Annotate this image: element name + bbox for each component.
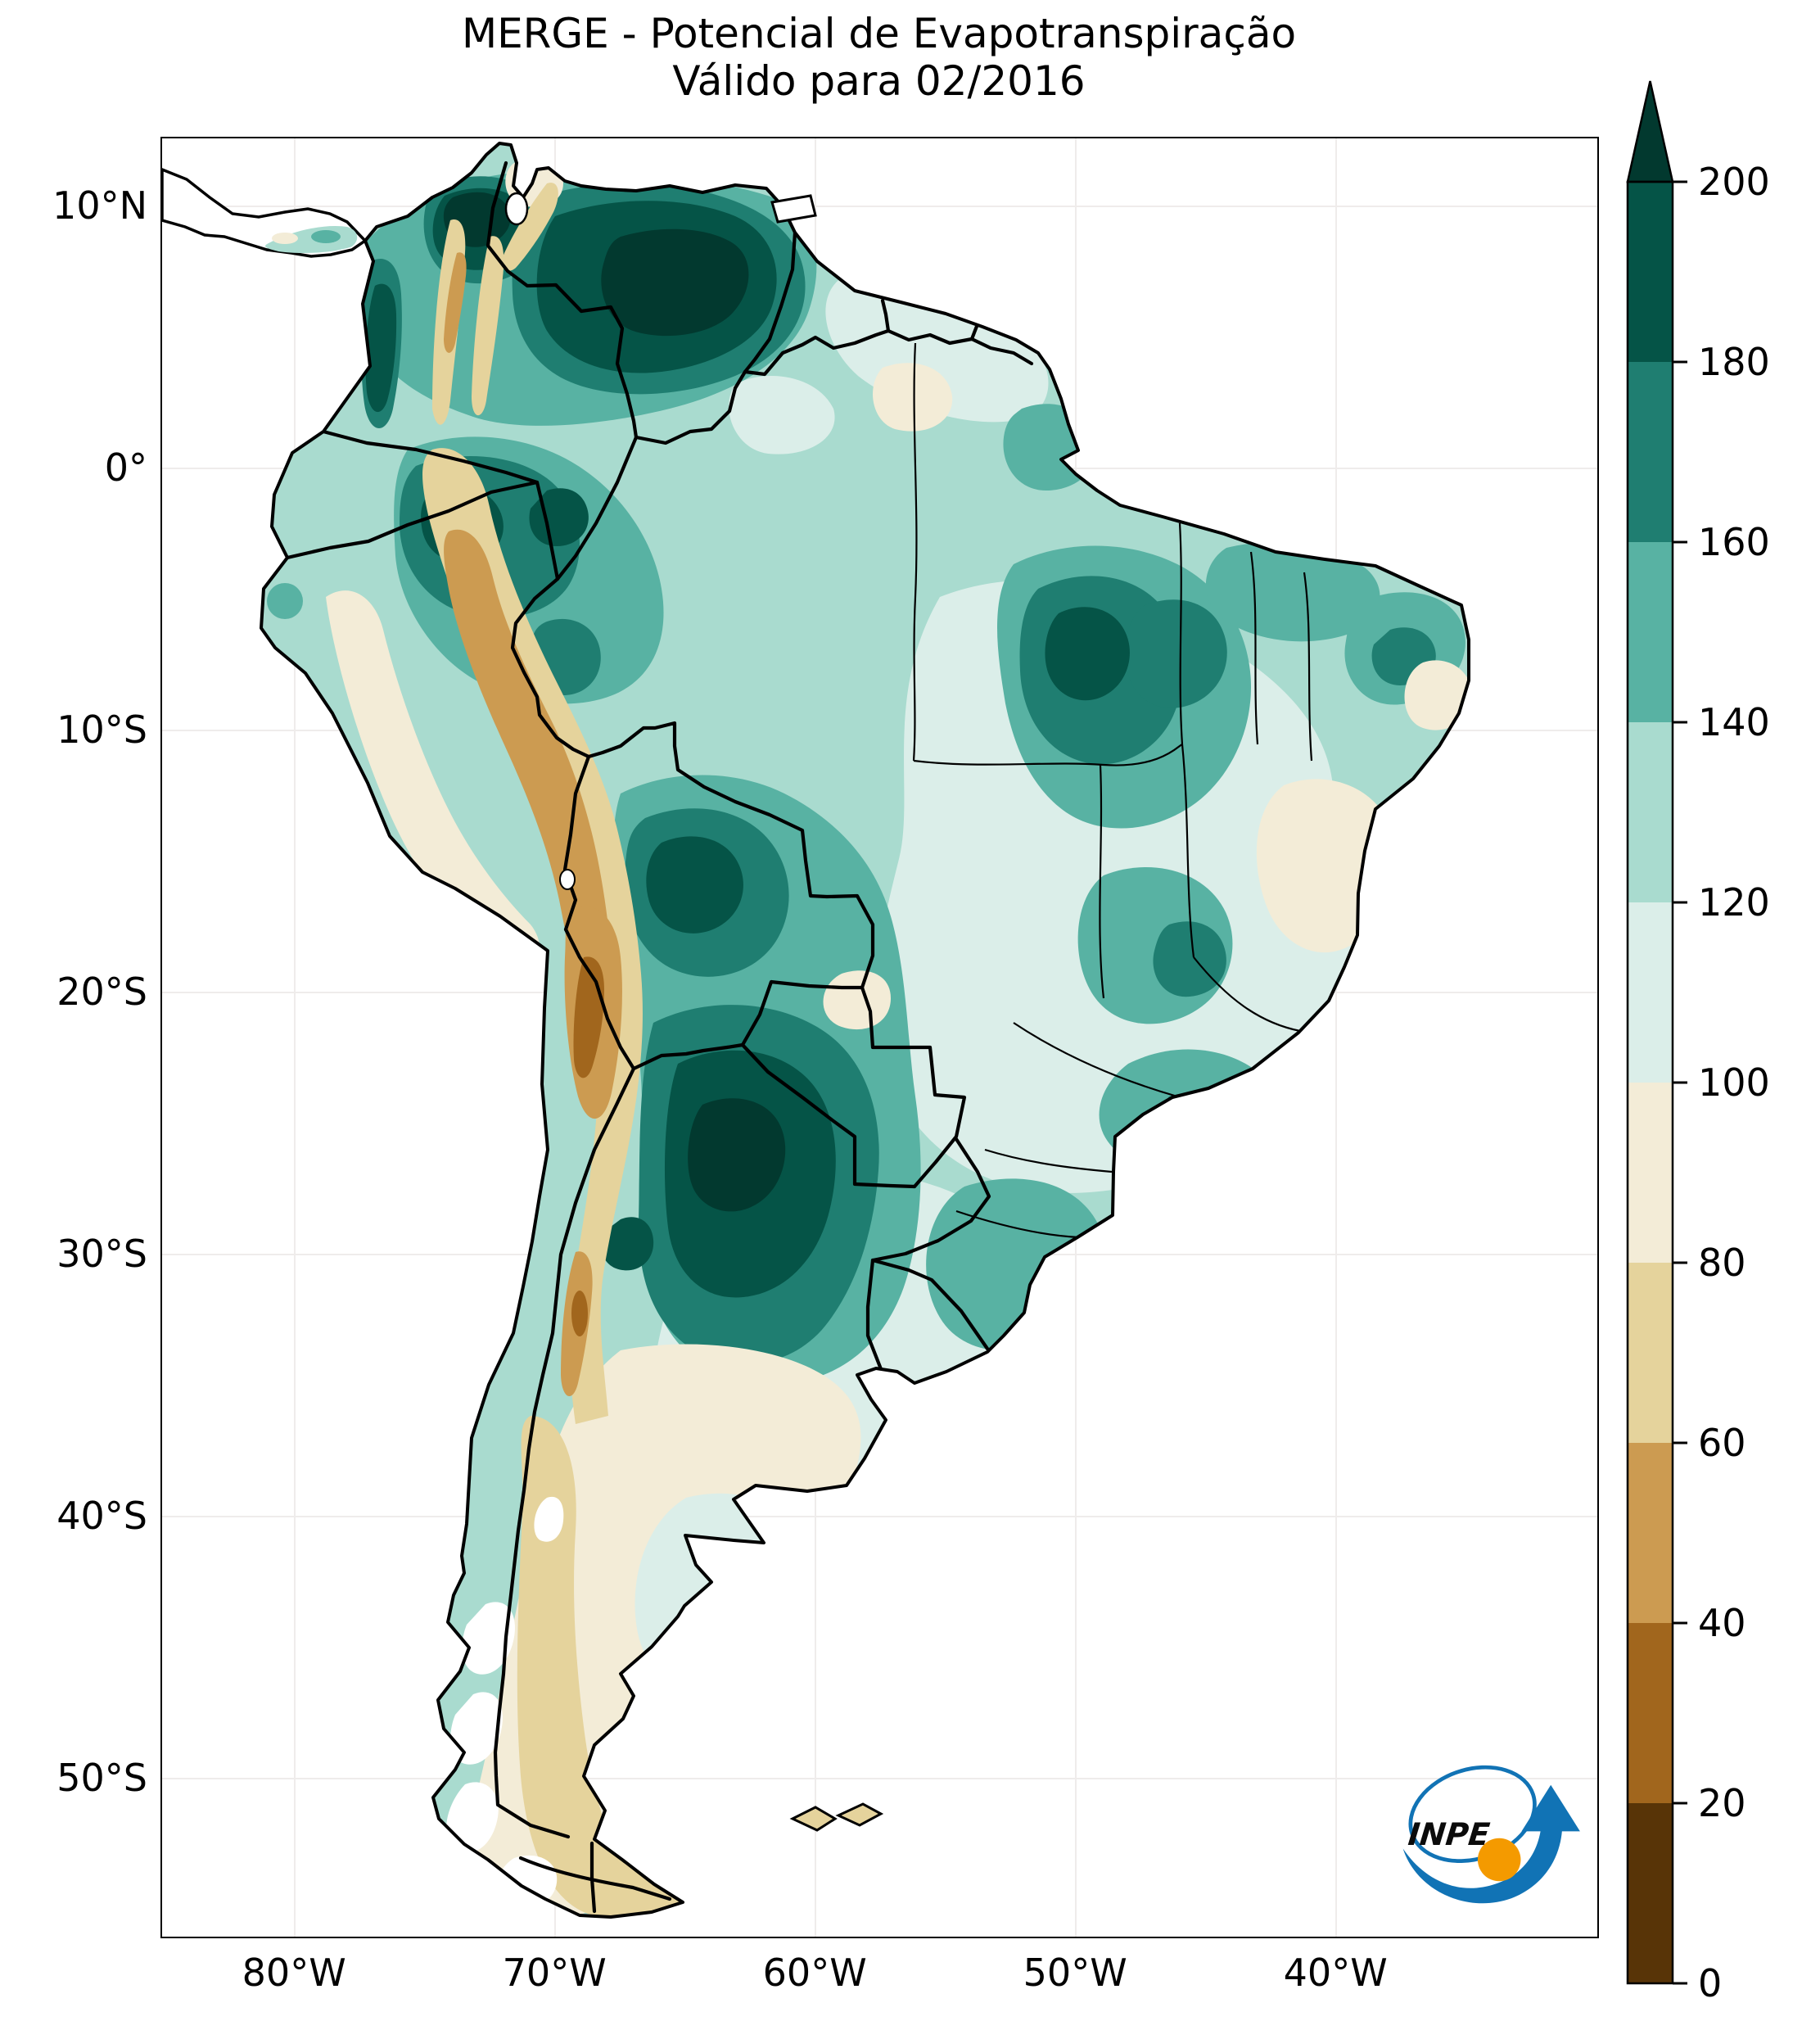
chart-title: MERGE - Potencial de Evapotranspiração V… [161,10,1596,105]
colorbar: 0 20 40 60 80 100 120 140 160 180 200 [1626,80,1770,2005]
region-100-120-east-patagonia [635,1493,809,1688]
lon-tick-label: 50°W [1023,1951,1127,1995]
colorbar-segment [1628,902,1673,1083]
region-40-60-colombia-speck [444,252,467,353]
lake-titicaca [559,869,576,890]
colorbar-segments [1628,182,1673,1983]
colorbar-tick-label: 80 [1698,1241,1746,1285]
region-180-200-narg-spot [600,1217,654,1271]
colorbar-tick-label: 160 [1698,520,1770,564]
lat-tick-label: 10°S [56,708,147,753]
region-160-180-minas-spot [1153,921,1226,997]
region-80-100-guyana-patch [873,363,953,432]
region-180-200-scolombia-core2 [529,488,589,546]
colorbar-segment [1628,1443,1673,1623]
lon-tick-label: 60°W [762,1951,867,1995]
lat-tick-label: 40°S [56,1494,147,1539]
region-140-160-ne-coast-band [1205,542,1380,642]
lat-tick-label: 30°S [56,1232,147,1277]
region-160-180-maranhao [1125,599,1227,708]
colorbar-tick-label: 40 [1698,1601,1746,1645]
colorbar-segment [1628,1803,1673,1983]
colorbar-tick-label: 100 [1698,1060,1770,1105]
region-80-100-pantanal [823,970,891,1030]
logo-text: INPE [1407,1816,1492,1852]
region-80-100-bahia [1256,779,1397,953]
colorbar-tick-label: 20 [1698,1781,1746,1825]
colorbar-segment [1628,1623,1673,1803]
region-60-80-west-patagonia [517,1416,648,1917]
colorbar-tick-label: 120 [1698,880,1770,925]
region-over-200-venezuela [601,228,749,337]
coastline [260,142,1470,1919]
colorbar-tick-label: 180 [1698,340,1770,384]
trinidad-island [770,194,817,224]
region-140-160-south-brazil [926,1178,1108,1351]
lon-tick-label: 40°W [1283,1951,1388,1995]
region-80-100-ne-speck [1404,660,1469,730]
inpe-logo: INPE [1402,1765,1580,1904]
country-borders [285,161,1034,1914]
colorbar-tick-label: 60 [1698,1421,1746,1465]
region-140-160-se-coast [1099,1049,1288,1179]
logo-orange-ball [1477,1838,1521,1882]
colorbar-segment [1628,1083,1673,1263]
region-140-160-piura-dot [267,583,303,619]
colorbar-segment [1628,722,1673,902]
logo-swoosh-arrow [1402,1784,1580,1904]
falkland-islands [789,1802,884,1832]
border-layers [285,161,1313,1914]
chart-title-line2: Válido para 02/2016 [672,57,1086,105]
region-180-200-bolivia-core [646,836,743,934]
panama-isthmus [162,168,368,258]
colorbar-segment [1628,542,1673,722]
region-80-100-peru-coast [326,590,540,962]
lat-tick-label: 10°N [52,183,147,228]
colorbar-segment [1628,182,1673,362]
lon-tick-label: 80°W [242,1951,346,1995]
region-60-80-colombia-ridge2 [472,236,504,416]
colorbar-segment [1628,362,1673,542]
lat-tick-label: 20°S [56,970,147,1015]
region-180-200-choco-core [365,283,397,413]
logo-orbit-ellipse [1408,1765,1537,1863]
map-canvas: INPE [162,138,1597,1937]
colorbar-tick-label: 140 [1698,700,1770,744]
state-borders [912,342,1313,1239]
region-140-160-amapa [1003,404,1097,491]
lake-maracaibo [504,192,529,226]
region-over-200-paraguay [688,1098,786,1212]
field-fills [261,143,1469,1917]
lat-tick-label: 0° [104,445,147,491]
lat-tick-label: 50°S [56,1756,147,1801]
region-60-80-merida-ridge [502,183,558,271]
colorbar-segment [1628,1263,1673,1443]
colorbar-ticks: 0 20 40 60 80 100 120 140 160 180 200 [1673,160,1770,2005]
lon-tick-label: 70°W [502,1951,607,1995]
region-180-200-tocantins-core [1045,607,1130,701]
no-data-gaps [446,1496,564,1910]
colorbar-over-arrow [1626,80,1674,183]
region-100-120-roraima [729,376,835,454]
chart-title-line1: MERGE - Potencial de Evapotranspiração [461,10,1297,57]
colorbar-tick-label: 0 [1698,1961,1722,2005]
region-20-40-mendoza-core [571,1291,588,1336]
colorbar-tick-label: 200 [1698,160,1770,204]
region-60-80-tierra-del-fuego [583,1840,695,1917]
map-frame: INPE [160,137,1599,1938]
